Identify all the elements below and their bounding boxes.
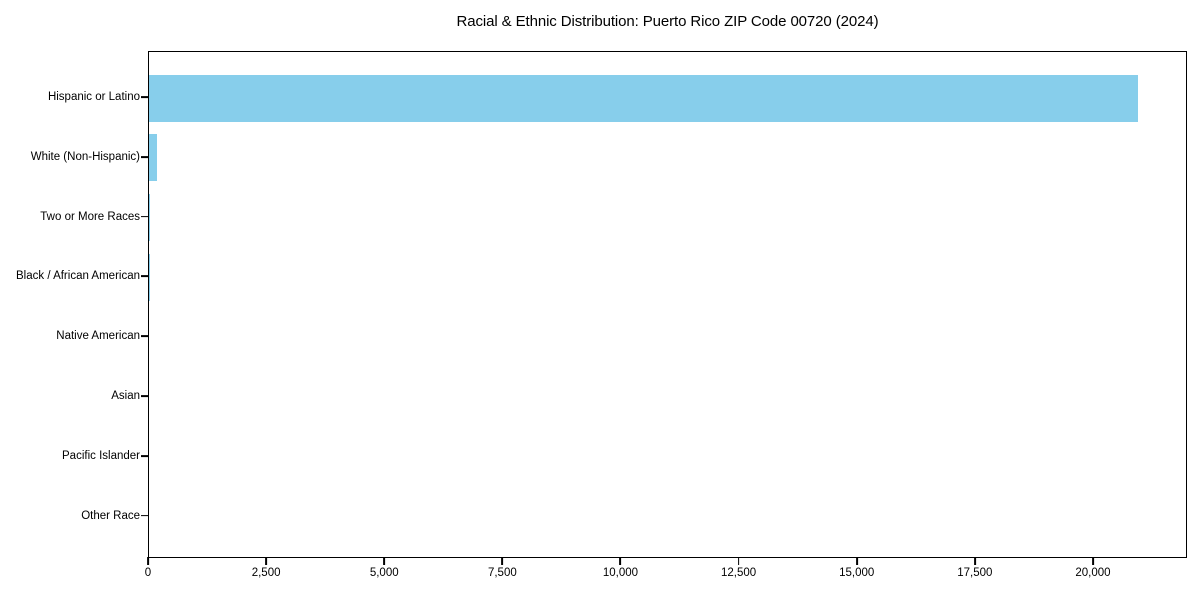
x-tick-mark bbox=[973, 557, 976, 565]
y-tick-mark bbox=[141, 155, 148, 158]
x-tick-mark bbox=[147, 557, 149, 565]
x-tick-label: 20,000 bbox=[1075, 567, 1111, 579]
y-axis-label: Asian bbox=[111, 390, 140, 402]
y-tick-mark bbox=[141, 514, 148, 517]
y-axis-label: Two or More Races bbox=[40, 210, 140, 223]
plot-area bbox=[148, 51, 1187, 558]
y-tick-mark bbox=[141, 96, 148, 98]
y-tick-mark bbox=[141, 215, 148, 218]
x-tick-label: 0 bbox=[144, 567, 152, 579]
x-tick-label: 2,500 bbox=[251, 567, 281, 579]
x-tick-mark bbox=[737, 557, 740, 565]
x-tick-label: 10,000 bbox=[602, 567, 639, 579]
y-tick-mark bbox=[141, 275, 148, 278]
bar-2 bbox=[149, 194, 150, 242]
x-tick-mark bbox=[501, 557, 504, 565]
bar-0 bbox=[149, 74, 1138, 122]
x-tick-mark bbox=[1092, 557, 1094, 565]
chart-title: Racial & Ethnic Distribution: Puerto Ric… bbox=[456, 13, 879, 30]
x-tick-mark bbox=[383, 557, 386, 565]
x-tick-label: 7,500 bbox=[487, 567, 517, 579]
bar-1 bbox=[149, 134, 157, 182]
y-axis-label: Black / African American bbox=[16, 270, 140, 283]
y-axis-label: Hispanic or Latino bbox=[47, 91, 140, 103]
x-tick-label: 17,500 bbox=[957, 567, 993, 579]
x-tick-label: 5,000 bbox=[369, 567, 399, 579]
x-tick-mark bbox=[855, 557, 858, 565]
y-tick-mark bbox=[141, 395, 148, 397]
x-tick-label: 12,500 bbox=[721, 567, 757, 579]
y-tick-mark bbox=[141, 335, 148, 338]
y-axis-label: Pacific Islander bbox=[62, 449, 140, 462]
x-tick-mark bbox=[265, 557, 268, 565]
x-tick-mark bbox=[619, 557, 622, 565]
x-tick-label: 15,000 bbox=[839, 567, 875, 579]
y-axis-label: White (Non-Hispanic) bbox=[30, 150, 140, 163]
y-axis-label: Other Race bbox=[81, 509, 140, 522]
y-tick-mark bbox=[141, 454, 148, 457]
y-axis-label: Native American bbox=[56, 330, 140, 343]
